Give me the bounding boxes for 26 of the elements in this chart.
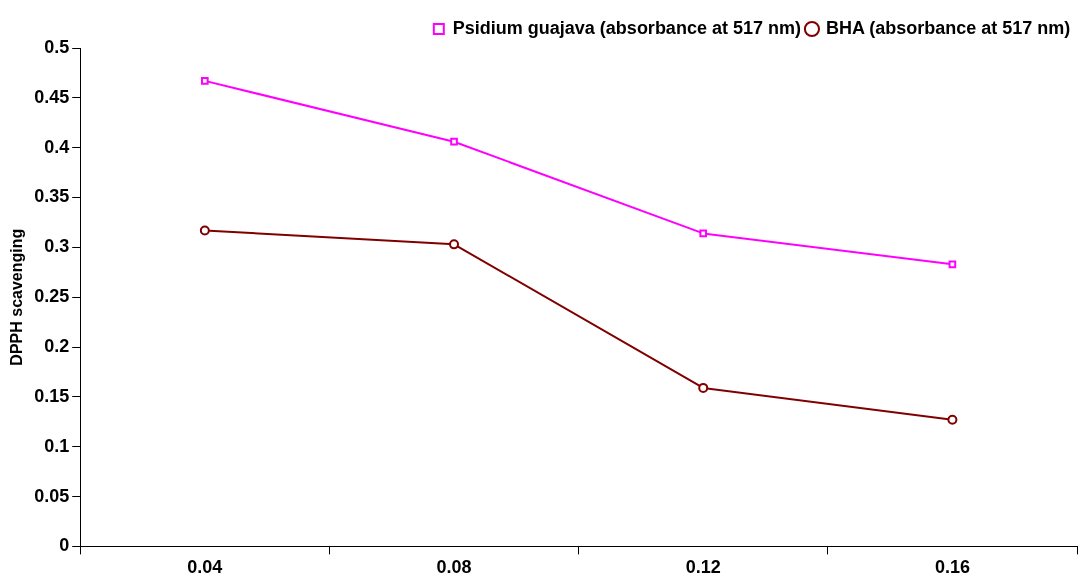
x-tick-label: 0.04 [187,557,223,578]
y-tick-label: 0.15 [34,385,70,406]
y-tick-label: 0.5 [44,36,70,57]
y-tick-label: 0.05 [34,485,70,506]
point [699,229,708,238]
y-tick-label: 0 [59,535,70,556]
y-tick-label: 0.3 [44,236,70,257]
point [698,382,709,393]
point [947,414,958,425]
y-tick-label: 0.45 [34,86,70,107]
y-tick-label: 0.4 [44,136,70,157]
y-axis-title: DPPH scavenging [8,228,26,366]
y-tick-label: 0.35 [34,186,70,207]
y-tick-label: 0.25 [34,286,70,307]
y-tick-label: 0.2 [44,336,70,357]
x-tick-label: 0.16 [934,557,970,578]
x-tick-label: 0.08 [436,557,472,578]
point [948,260,957,269]
point [450,137,458,146]
x-tick-label: 0.12 [685,557,721,578]
legend-label: Psidium guajava (absorbance at 517 nm) [452,17,801,38]
point [199,225,210,236]
point [201,77,209,85]
point [449,239,460,250]
legend-label: BHA (absorbance at 517 nm) [825,17,1071,38]
y-tick-label: 0.1 [44,435,70,456]
